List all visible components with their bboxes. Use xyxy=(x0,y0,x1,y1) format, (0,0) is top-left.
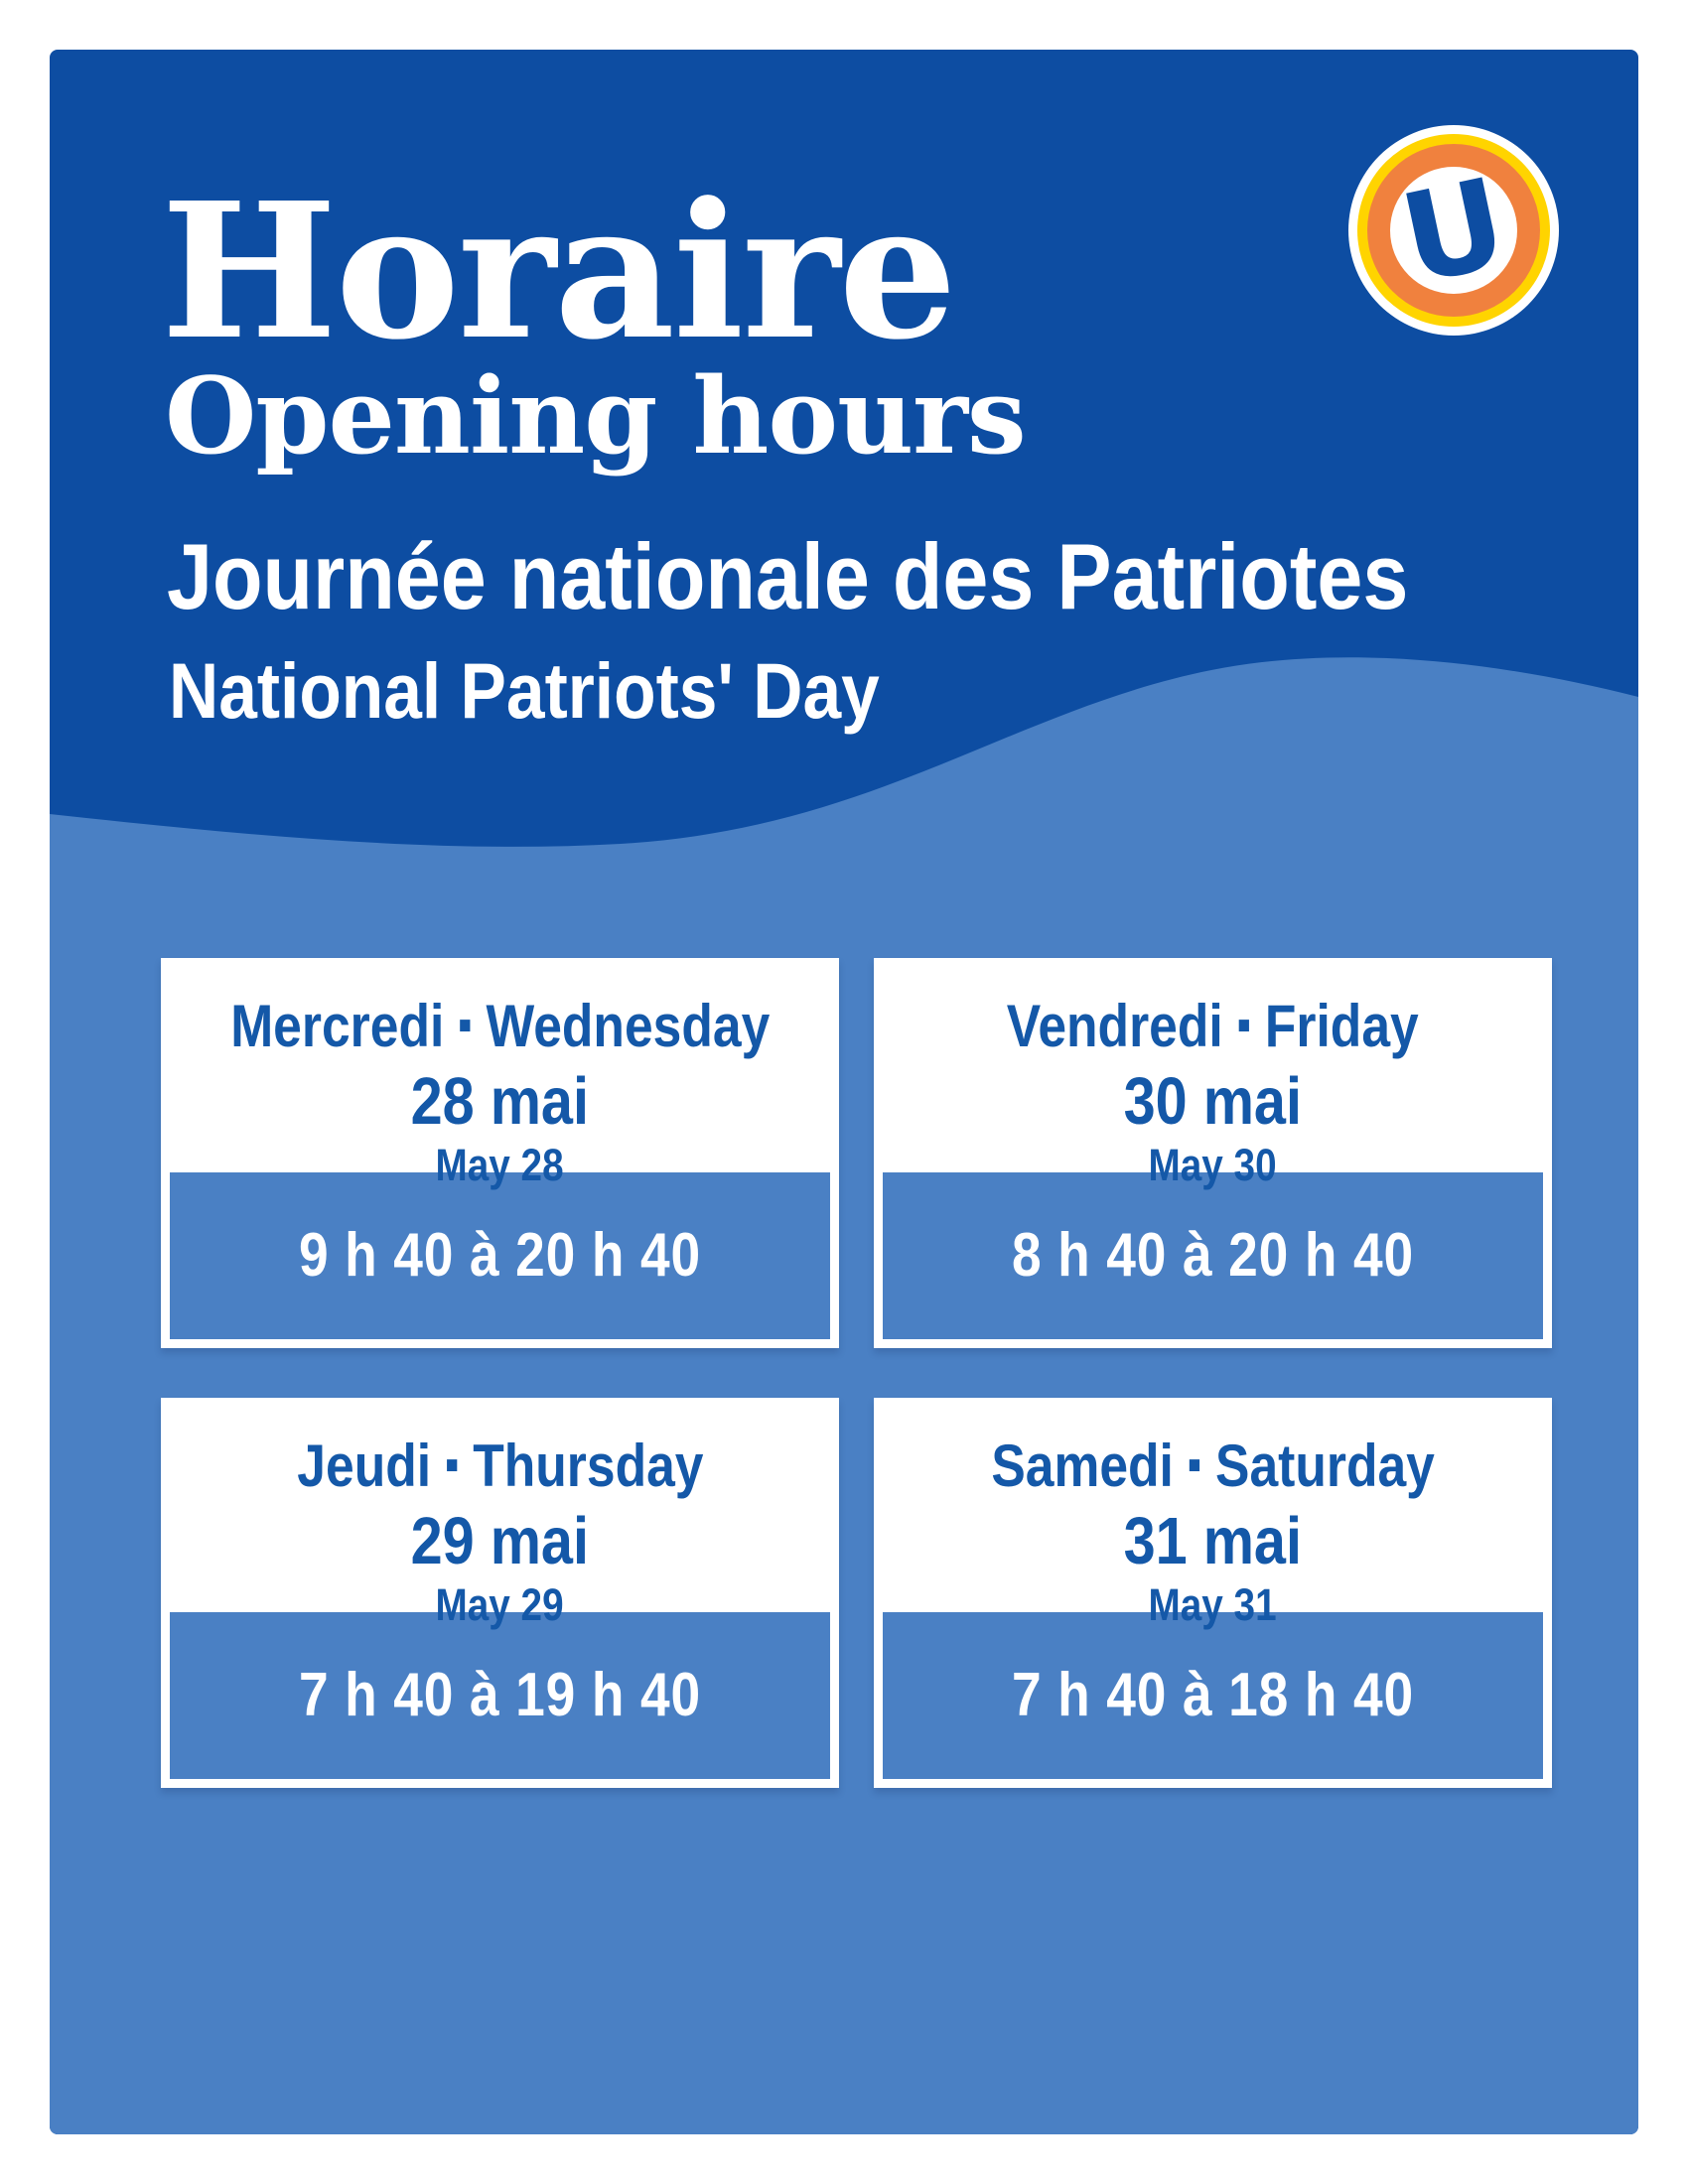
card-date-en: May 29 xyxy=(435,1578,565,1630)
square-bullet-icon: ▪ xyxy=(1236,999,1252,1051)
hours-text: 9 h 40 à 20 h 40 xyxy=(298,1221,702,1290)
uniprix-logo: U xyxy=(1348,125,1559,336)
day-fr: Vendredi xyxy=(1007,993,1223,1059)
event-title-fr: Journée nationale des Patriotes xyxy=(167,524,1409,628)
day-en: Wednesday xyxy=(486,993,771,1059)
card-date-fr: 30 mai xyxy=(1123,1064,1303,1139)
hours-text: 7 h 40 à 18 h 40 xyxy=(1011,1661,1415,1729)
card-day-line: Mercredi ▪ Wednesday xyxy=(230,994,770,1059)
card-date-fr: 31 mai xyxy=(1123,1504,1303,1578)
card-day-line: Jeudi ▪ Thursday xyxy=(297,1433,703,1499)
hours-text: 8 h 40 à 20 h 40 xyxy=(1011,1221,1415,1290)
day-fr: Mercredi xyxy=(229,993,445,1059)
hours-card-saturday: Samedi ▪ Saturday 31 mai May 31 7 h 40 à 1… xyxy=(874,1398,1552,1788)
card-day-line: Samedi ▪ Saturday xyxy=(991,1433,1435,1499)
hours-text: 7 h 40 à 19 h 40 xyxy=(298,1661,702,1729)
page-title-fr: Horaire xyxy=(161,162,957,381)
square-bullet-icon: ▪ xyxy=(457,999,473,1051)
card-date-fr: 28 mai xyxy=(410,1064,590,1139)
card-head: Samedi ▪ Saturday 31 mai May 31 xyxy=(874,1398,1552,1629)
square-bullet-icon: ▪ xyxy=(444,1438,460,1491)
day-en: Thursday xyxy=(472,1433,704,1499)
day-en: Saturday xyxy=(1214,1433,1435,1499)
card-date-en: May 30 xyxy=(1148,1139,1278,1190)
card-date-en: May 28 xyxy=(435,1139,565,1190)
square-bullet-icon: ▪ xyxy=(1187,1438,1202,1491)
card-head: Mercredi ▪ Wednesday 28 mai May 28 xyxy=(161,958,839,1189)
logo-inner-disc xyxy=(1390,167,1517,294)
day-fr: Samedi xyxy=(991,1433,1174,1499)
page-title-en: Opening hours xyxy=(165,353,1027,478)
hours-grid: Mercredi ▪ Wednesday 28 mai May 28 9 h 40 … xyxy=(161,958,1552,1788)
hours-card-thursday: Jeudi ▪ Thursday 29 mai May 29 7 h 40 à 19… xyxy=(161,1398,839,1788)
card-head: Jeudi ▪ Thursday 29 mai May 29 xyxy=(161,1398,839,1629)
day-fr: Jeudi xyxy=(296,1433,431,1499)
hours-band: 9 h 40 à 20 h 40 xyxy=(170,1172,830,1339)
card-head: Vendredi ▪ Friday 30 mai May 30 xyxy=(874,958,1552,1189)
hours-card-friday: Vendredi ▪ Friday 30 mai May 30 8 h 40 à 2… xyxy=(874,958,1552,1348)
poster-panel: Horaire Opening hours Journée nationale … xyxy=(50,50,1638,2134)
card-day-line: Vendredi ▪ Friday xyxy=(1007,994,1419,1059)
card-date-fr: 29 mai xyxy=(410,1504,590,1578)
hours-band: 7 h 40 à 19 h 40 xyxy=(170,1612,830,1779)
day-en: Friday xyxy=(1265,993,1419,1059)
hours-band: 7 h 40 à 18 h 40 xyxy=(883,1612,1543,1779)
hours-card-wednesday: Mercredi ▪ Wednesday 28 mai May 28 9 h 40 … xyxy=(161,958,839,1348)
event-title-en: National Patriots' Day xyxy=(169,646,880,735)
hours-band: 8 h 40 à 20 h 40 xyxy=(883,1172,1543,1339)
card-date-en: May 31 xyxy=(1148,1578,1278,1630)
